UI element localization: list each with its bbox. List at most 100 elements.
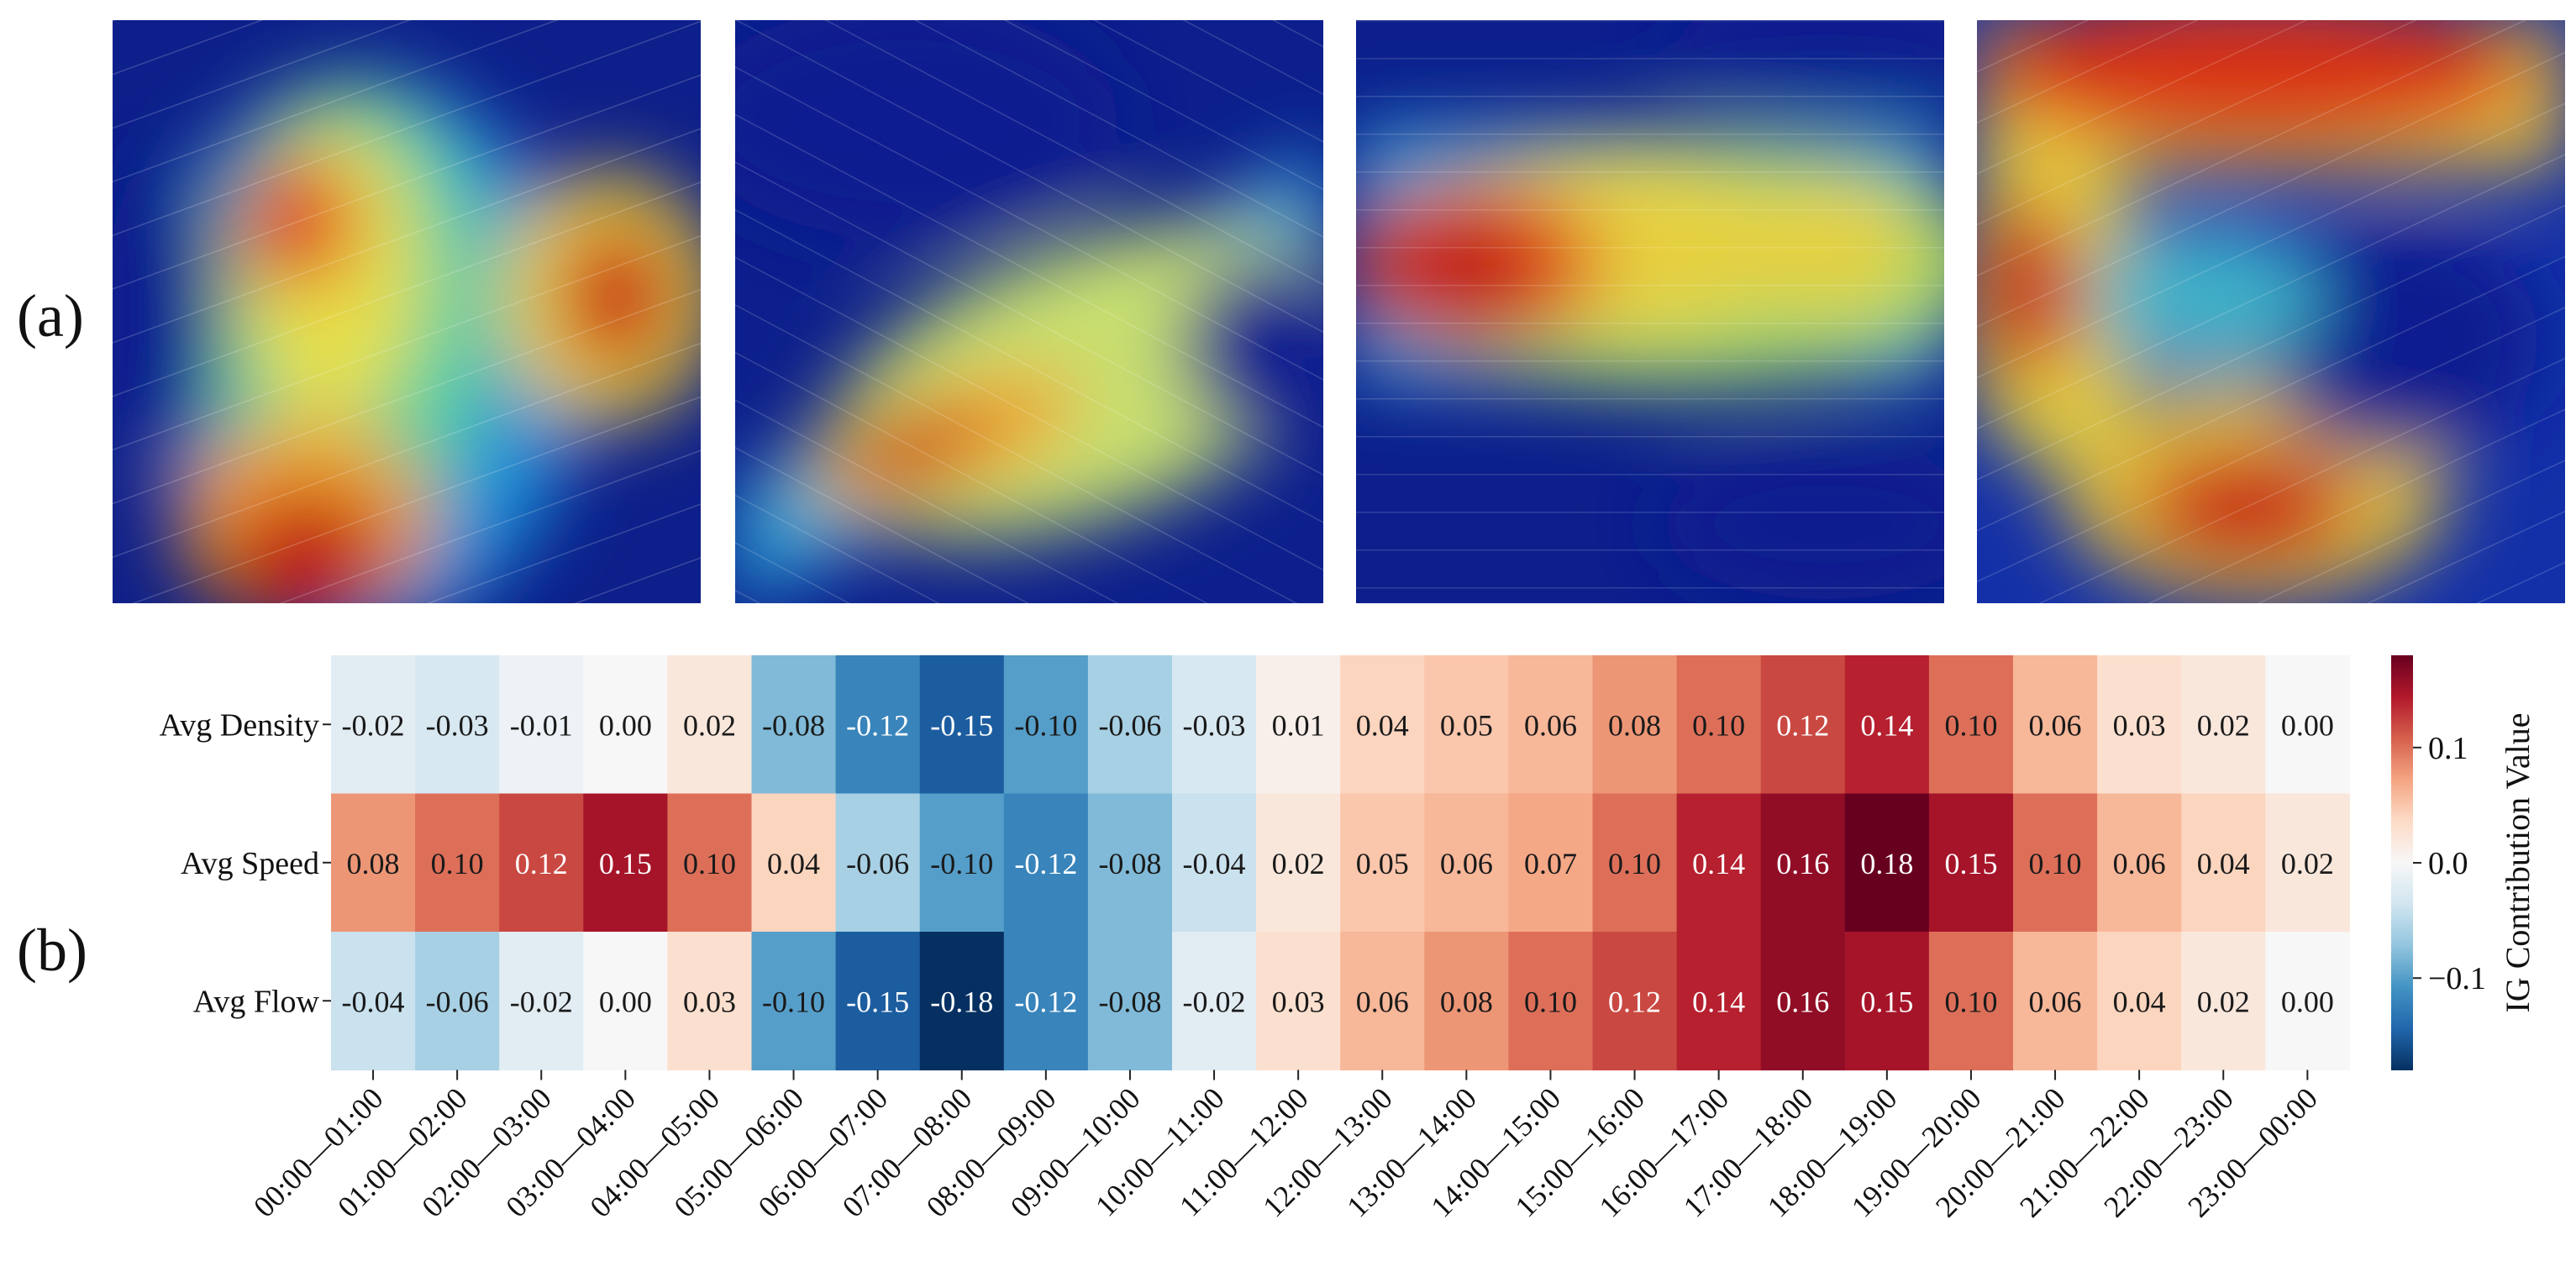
cell-value-label: 0.01 — [1272, 708, 1325, 742]
heatmap-cell — [499, 932, 584, 1071]
cell-value-label: 0.14 — [1692, 985, 1745, 1018]
heatmap-cell — [1424, 932, 1509, 1071]
cell-value-label: -0.04 — [1183, 847, 1246, 880]
heatmap-cell — [1256, 655, 1341, 795]
heatmap-cell — [415, 932, 500, 1071]
cell-value-label: 0.06 — [2113, 847, 2166, 880]
heatmap-cell — [1087, 932, 1173, 1071]
heatmap-cell — [1172, 655, 1257, 795]
heatmap-cell — [667, 932, 753, 1071]
heatmap-cell — [1087, 793, 1173, 933]
cell-value-label: 0.00 — [599, 708, 652, 742]
cell-value-label: 0.04 — [2113, 985, 2166, 1018]
heatmap-cell — [835, 932, 921, 1071]
heatmap-cell — [1172, 932, 1257, 1071]
colorbar-tick-label: 0.1 — [2428, 731, 2468, 766]
cell-value-label: -0.10 — [930, 847, 993, 880]
cell-value-label: 0.18 — [1860, 847, 1913, 880]
heatmap-cell — [1172, 793, 1257, 933]
cell-value-label: 0.12 — [1776, 708, 1829, 742]
cell-value-label: 0.02 — [2197, 708, 2250, 742]
heatmap-cell — [2097, 655, 2182, 795]
heatmap-cell — [583, 655, 668, 795]
heatmap-cell — [331, 655, 416, 795]
heatmap-cell — [751, 793, 837, 933]
heatmap-cell — [1508, 793, 1594, 933]
heatmap-cell — [1003, 655, 1089, 795]
cell-value-label: 0.10 — [2029, 847, 2082, 880]
heatmap-cell — [1760, 932, 1846, 1071]
cell-value-label: 0.14 — [1860, 708, 1913, 742]
heatmap-cell — [499, 655, 584, 795]
heatmap-cell — [1003, 793, 1089, 933]
row-label: Avg Density — [160, 707, 319, 743]
row-label: Avg Speed — [181, 846, 319, 881]
cell-value-label: -0.01 — [510, 708, 573, 742]
cell-value-label: 0.02 — [1272, 847, 1325, 880]
heatmap-cell — [1256, 932, 1341, 1071]
cell-value-label: 0.12 — [1608, 985, 1661, 1018]
heatmap-cell — [1592, 793, 1678, 933]
cell-value-label: 0.05 — [1440, 708, 1493, 742]
cell-value-label: -0.03 — [426, 708, 489, 742]
cell-value-label: 0.15 — [1944, 847, 1997, 880]
heatmap-cell — [1928, 655, 2014, 795]
cell-value-label: 0.05 — [1356, 847, 1409, 880]
attention-heatmap-image-3 — [1356, 20, 1944, 603]
heatmap-cell — [1003, 932, 1089, 1071]
cell-value-label: 0.15 — [599, 847, 652, 880]
heatmap-cell — [1844, 932, 1930, 1071]
cell-value-label: -0.06 — [1098, 708, 1161, 742]
heatmap-cell — [1508, 932, 1594, 1071]
cell-value-label: 0.08 — [1440, 985, 1493, 1018]
heatmap-cell — [1676, 793, 1762, 933]
cell-value-label: 0.03 — [683, 985, 736, 1018]
cell-value-label: 0.15 — [1860, 985, 1913, 1018]
heatmap-cell — [1676, 932, 1762, 1071]
colorbar-tick-label: −0.1 — [2428, 961, 2486, 996]
heatmap-cell — [1760, 793, 1846, 933]
cell-value-label: -0.08 — [1098, 847, 1161, 880]
cell-value-label: -0.02 — [1183, 985, 1246, 1018]
cell-value-label: 0.03 — [1272, 985, 1325, 1018]
cell-value-label: -0.10 — [1014, 708, 1077, 742]
heatmap-cell — [2181, 793, 2266, 933]
heatmap-cell — [2097, 793, 2182, 933]
cell-value-label: 0.02 — [683, 708, 736, 742]
panel-label-b: (b) — [17, 917, 87, 984]
cell-value-label: -0.12 — [1014, 847, 1077, 880]
heatmap-cell — [583, 932, 668, 1071]
cell-value-label: 0.02 — [2281, 847, 2334, 880]
heatmap-cell — [835, 655, 921, 795]
cell-value-label: 0.14 — [1692, 847, 1745, 880]
heatmap-cell — [1844, 655, 1930, 795]
panel-label-a: (a) — [17, 282, 84, 349]
heatmap-cell — [2181, 932, 2266, 1071]
cell-value-label: 0.12 — [515, 847, 568, 880]
heatmap-cell — [751, 655, 837, 795]
heatmap-cell — [1424, 793, 1509, 933]
heatmap-cell — [1256, 793, 1341, 933]
heatmap-cell — [1928, 793, 2014, 933]
cell-value-label: 0.00 — [599, 985, 652, 1018]
heatmap-cell — [919, 932, 1005, 1071]
cell-value-label: 0.10 — [1944, 708, 1997, 742]
cell-value-label: 0.06 — [1440, 847, 1493, 880]
colorbar — [2391, 655, 2413, 1070]
heatmap-cell — [1340, 932, 1425, 1071]
cell-value-label: -0.04 — [342, 985, 405, 1018]
cell-value-label: -0.08 — [762, 708, 825, 742]
heatmap-cell — [1424, 655, 1509, 795]
cell-value-label: 0.06 — [2029, 708, 2082, 742]
heatmap-cell — [331, 932, 416, 1071]
cell-value-label: -0.02 — [510, 985, 573, 1018]
heatmap-cell — [751, 932, 837, 1071]
heatmap-cell — [2265, 655, 2350, 795]
heatmap-cell — [1676, 655, 1762, 795]
heatmap-cell — [1340, 793, 1425, 933]
cell-value-label: 0.03 — [2113, 708, 2166, 742]
heatmap-cell — [1592, 655, 1678, 795]
cell-value-label: -0.15 — [846, 985, 909, 1018]
attention-heatmap-image-1 — [113, 20, 701, 603]
